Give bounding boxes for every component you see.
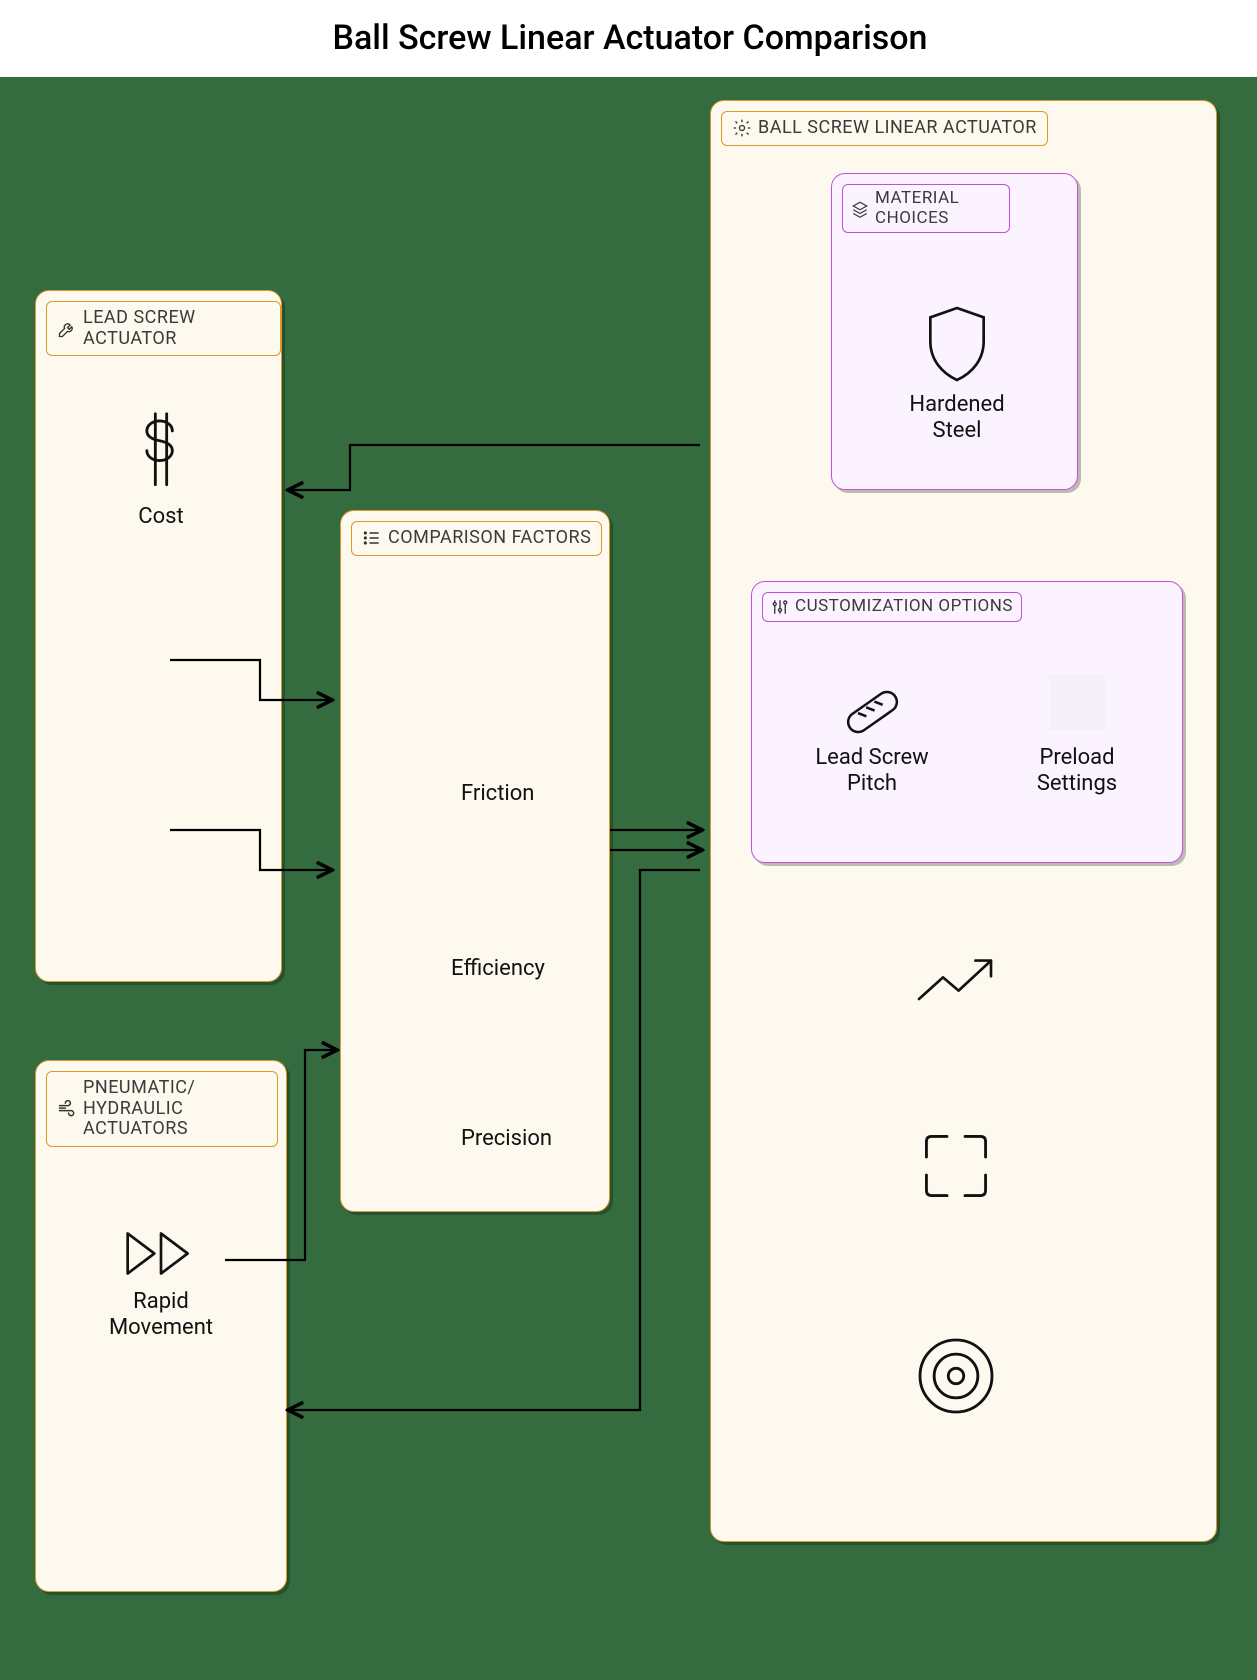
sliders-icon	[771, 598, 789, 616]
item-lead-screw-pitch: Lead Screw Pitch	[792, 662, 952, 798]
panel-title-text: COMPARISON FACTORS	[388, 528, 591, 549]
trend-up-icon	[911, 951, 1011, 1011]
item-label: Lead Screw Pitch	[792, 745, 952, 798]
wind-icon	[57, 1099, 77, 1119]
panel-comparison-factors: COMPARISON FACTORS Friction Efficiency P…	[340, 510, 610, 1212]
item-hardened-steel: Hardened Steel	[892, 304, 1022, 445]
corners-icon	[911, 1121, 1001, 1211]
item-preload-settings: Preload Settings	[1002, 667, 1152, 798]
item-label: Cost	[138, 504, 183, 530]
factor-friction: Friction	[461, 781, 534, 806]
fast-forward-icon	[121, 1226, 201, 1281]
icon-focus-corners	[911, 1121, 1001, 1211]
subpanel-title-text: MATERIAL CHOICES	[875, 189, 1001, 228]
item-label: Hardened Steel	[892, 392, 1022, 445]
factor-efficiency: Efficiency	[451, 956, 545, 981]
diagram-canvas: Ball Screw Linear Actuator Comparison LE…	[0, 0, 1257, 1680]
subpanel-header-material: MATERIAL CHOICES	[842, 184, 1010, 233]
square-icon	[1042, 667, 1112, 737]
item-label: Rapid Movement	[91, 1289, 231, 1342]
page-title: Ball Screw Linear Actuator Comparison	[235, 18, 1025, 58]
panel-header-ball: BALL SCREW LINEAR ACTUATOR	[721, 111, 1048, 146]
subpanel-customization: CUSTOMIZATION OPTIONS Lead Screw Pitch	[751, 581, 1183, 863]
item-cost: Cost	[106, 411, 216, 530]
subpanel-header-custom: CUSTOMIZATION OPTIONS	[762, 592, 1022, 622]
gear-icon	[732, 118, 752, 138]
ruler-icon	[835, 662, 910, 737]
panel-ball-screw: BALL SCREW LINEAR ACTUATOR MATERIAL CHOI…	[710, 100, 1217, 1542]
item-rapid: Rapid Movement	[91, 1226, 231, 1342]
panel-title-text: BALL SCREW LINEAR ACTUATOR	[758, 118, 1037, 139]
dollar-icon	[131, 411, 191, 496]
shield-icon	[922, 304, 992, 384]
subpanel-material: MATERIAL CHOICES Hardened Steel	[831, 173, 1078, 490]
panel-header-lead: LEAD SCREW ACTUATOR	[46, 301, 281, 356]
panel-lead-screw: LEAD SCREW ACTUATOR Cost	[35, 290, 282, 982]
panel-header-pneu: PNEUMATIC/ HYDRAULIC ACTUATORS	[46, 1071, 278, 1147]
icon-trend	[911, 951, 1011, 1011]
layers-icon	[851, 200, 869, 218]
target-icon	[911, 1331, 1001, 1421]
panel-title-text: LEAD SCREW ACTUATOR	[83, 308, 270, 349]
panel-title-text: PNEUMATIC/ HYDRAULIC ACTUATORS	[83, 1078, 267, 1140]
subpanel-title-text: CUSTOMIZATION OPTIONS	[795, 597, 1013, 617]
factor-precision: Precision	[461, 1126, 552, 1151]
wrench-icon	[57, 319, 77, 339]
icon-target	[911, 1331, 1001, 1421]
item-label: Preload Settings	[1002, 745, 1152, 798]
panel-header-factors: COMPARISON FACTORS	[351, 521, 602, 556]
panel-pneumatic: PNEUMATIC/ HYDRAULIC ACTUATORS Rapid Mov…	[35, 1060, 287, 1592]
list-icon	[362, 528, 382, 548]
